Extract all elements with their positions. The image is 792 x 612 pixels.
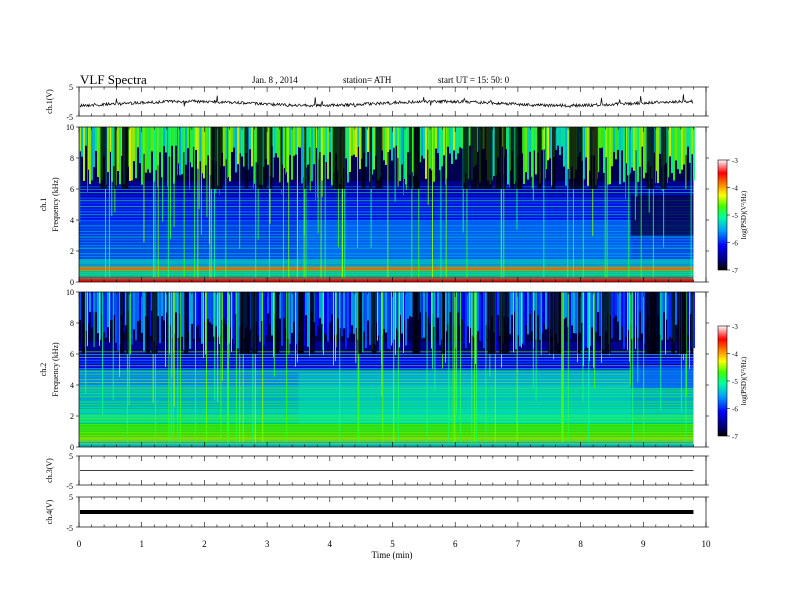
colorbar-tick--6: -6 — [732, 406, 738, 414]
ch1-waveform-trace — [79, 94, 694, 109]
ch1-spectrogram-panel: 0 2 4 6 8 10 ch.1 Frequency (kHz) — [39, 123, 709, 287]
ch2-spectrogram-ylabel: Frequency (kHz) — [51, 342, 60, 397]
ch4-waveform-ytick-top: 5 — [69, 493, 73, 502]
start-time-label: start UT = 15: 50: 0 — [438, 75, 510, 85]
ch1-waveform-ytick-bottom: -5 — [66, 113, 73, 122]
ch2-spectrogram-ytick-0: 0 — [70, 443, 74, 452]
ch1-spectrogram-channel-label: ch.1 — [39, 198, 48, 212]
station-label: station= ATH — [343, 75, 392, 85]
time-tick-0: 0 — [77, 539, 82, 549]
ch2-spectrogram-channel-label: ch.2 — [39, 363, 48, 377]
ch1-waveform-panel: 5 -5 ch.1(V) — [45, 83, 709, 122]
ch1-spectrogram-ytick-4: 4 — [70, 216, 74, 225]
ch3-waveform-ytick-bottom: -5 — [66, 482, 73, 491]
ch3-waveform-ylabel: ch.3(V) — [45, 458, 54, 483]
ch1-spectrogram-ytick-10: 10 — [66, 123, 74, 132]
ch1-spectrogram-ytick-2: 2 — [70, 247, 74, 256]
ch4-waveform-ylabel: ch.4(V) — [45, 499, 54, 524]
time-tick-1: 1 — [139, 539, 144, 549]
ch2-spectrogram-ytick-4: 4 — [70, 381, 74, 390]
ch1-spectrogram-ylabel: Frequency (kHz) — [51, 177, 60, 232]
figure-title: VLF Spectra — [80, 72, 147, 87]
time-tick-6: 6 — [453, 539, 458, 549]
ch2-colorbar: -3 -4 -5 -6 -7 log(PSD)(V²/Hz) — [717, 323, 748, 441]
ch2-spectrogram-ytick-2: 2 — [70, 412, 74, 421]
ch2-spectrogram-panel: 0 2 4 6 8 10 ch.2 Frequency (kHz) — [39, 288, 709, 452]
time-axis-label: Time (min) — [372, 550, 413, 560]
time-axis: 0 1 2 3 4 5 6 7 8 9 10 — [77, 539, 711, 549]
ch2-spectrogram-ytick-10: 10 — [66, 288, 74, 297]
colorbar-tick--4: -4 — [732, 185, 738, 193]
time-tick-2: 2 — [202, 539, 207, 549]
ch4-waveform-ytick-bottom: -5 — [66, 524, 73, 533]
ch1-colorbar-label: log(PSD)(V²/Hz) — [740, 190, 748, 239]
time-tick-9: 9 — [641, 539, 646, 549]
colorbar-tick--3: -3 — [732, 157, 738, 165]
ch2-colorbar-label: log(PSD)(V²/Hz) — [740, 356, 748, 405]
ch1-waveform-ylabel: ch.1(V) — [45, 89, 54, 114]
colorbar-tick--5: -5 — [732, 212, 738, 220]
ch1-spectrogram-ytick-8: 8 — [70, 154, 74, 163]
time-tick-3: 3 — [265, 539, 270, 549]
time-tick-4: 4 — [328, 539, 333, 549]
colorbar-tick--7: -7 — [732, 433, 738, 441]
ch1-spectrogram-ytick-0: 0 — [70, 278, 74, 287]
colorbar-tick--7: -7 — [732, 267, 738, 275]
time-tick-10: 10 — [702, 539, 712, 549]
ch3-waveform-ytick-top: 5 — [69, 452, 73, 461]
time-tick-5: 5 — [390, 539, 395, 549]
ch4-waveform-panel: 5 -5 ch.4(V) — [45, 493, 709, 533]
time-tick-8: 8 — [578, 539, 583, 549]
date-label: Jan. 8 , 2014 — [252, 75, 298, 85]
ch1-waveform-ytick-top: 5 — [69, 83, 73, 92]
ch1-colorbar: -3 -4 -5 -6 -7 log(PSD)(V²/Hz) — [717, 157, 748, 275]
ch2-spectrogram-ytick-6: 6 — [70, 350, 74, 359]
ch2-spectrogram-ytick-8: 8 — [70, 319, 74, 328]
colorbar-tick--4: -4 — [732, 351, 738, 359]
colorbar-tick--5: -5 — [732, 378, 738, 386]
time-tick-7: 7 — [516, 539, 521, 549]
ch1-spectrogram-ytick-6: 6 — [70, 185, 74, 194]
colorbar-tick--6: -6 — [732, 240, 738, 248]
ch3-waveform-panel: 5 -5 ch.3(V) — [45, 452, 709, 491]
colorbar-tick--3: -3 — [732, 323, 738, 331]
